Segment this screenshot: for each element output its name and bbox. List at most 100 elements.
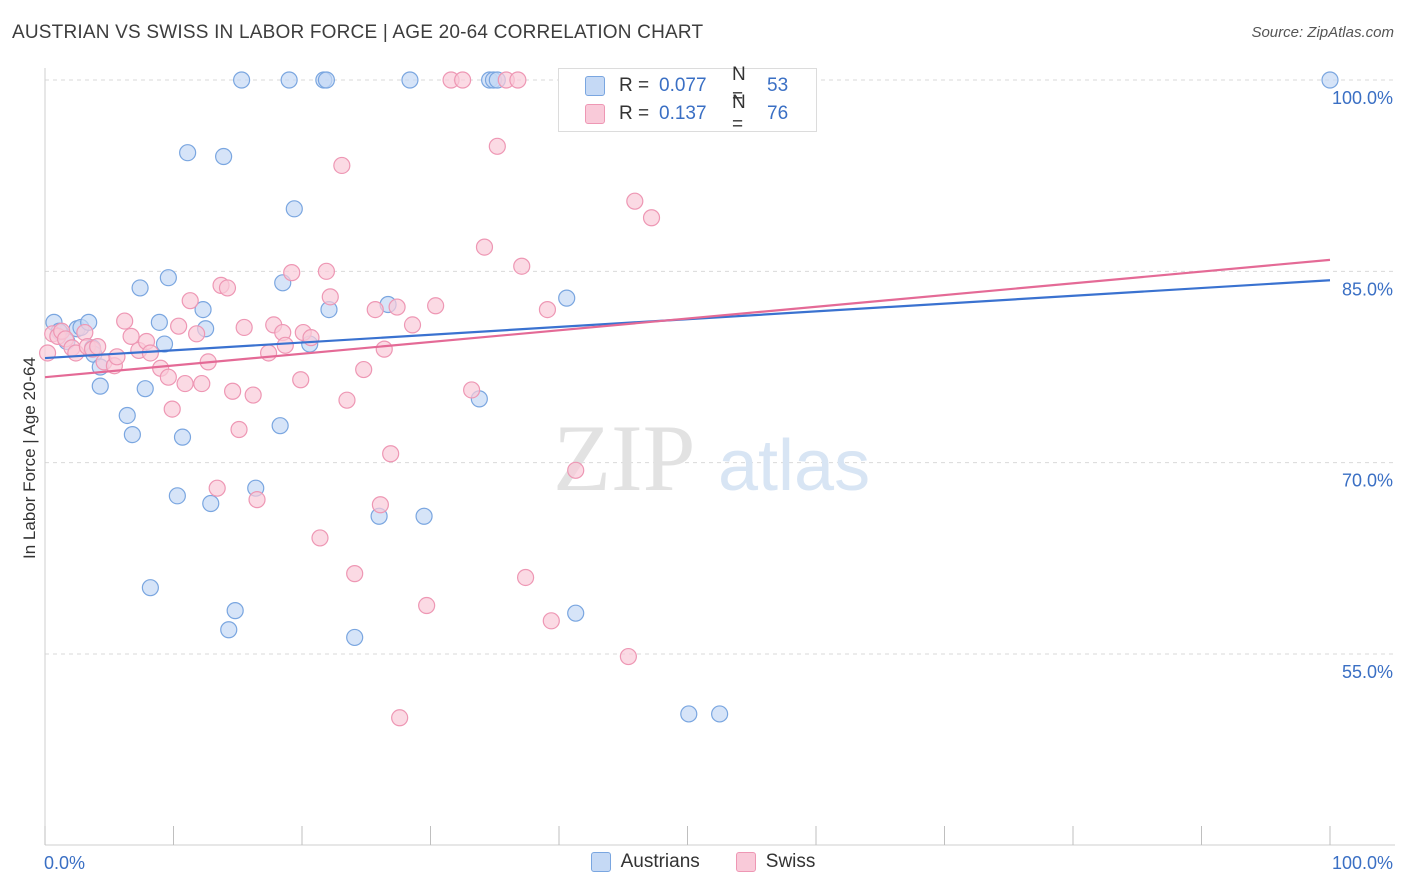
swiss-point (188, 325, 206, 343)
watermark-atlas: atlas (718, 426, 870, 506)
austrian-point (123, 426, 141, 444)
swiss-point (224, 382, 242, 400)
swiss-point (244, 386, 262, 404)
x-tick-label: 100.0% (1332, 853, 1393, 873)
swiss-point (619, 647, 637, 666)
austrian-point (680, 705, 698, 723)
austrian-point (173, 428, 192, 446)
swiss-point (208, 479, 226, 497)
swiss-point (292, 371, 310, 389)
swiss-point (418, 596, 436, 615)
swiss-point (193, 374, 211, 393)
swiss-point (371, 496, 389, 514)
austrian-point (202, 494, 220, 513)
austrian-point (280, 71, 298, 89)
austrian-point (136, 380, 154, 398)
swiss-point (283, 264, 301, 282)
swiss-swatch (585, 104, 605, 124)
source-label: Source: ZipAtlas.com (1251, 24, 1394, 41)
swiss-point (463, 381, 481, 399)
swiss-point (388, 298, 406, 316)
y-tick-label: 85.0% (1342, 279, 1393, 299)
swiss-point (626, 192, 644, 210)
swiss-point (159, 368, 177, 386)
swiss-point (230, 420, 248, 439)
swiss-point (176, 374, 194, 393)
austrian-point (155, 335, 174, 353)
legend-item-swiss[interactable]: Swiss (735, 851, 815, 873)
austrian-point (118, 406, 136, 425)
swiss-point (454, 71, 472, 89)
swiss-point (516, 568, 535, 587)
swiss-point (509, 71, 527, 89)
r-label: R = (619, 75, 650, 96)
austrian-point (401, 71, 419, 89)
r-value-swiss: 0.137 (659, 103, 707, 124)
y-tick-label: 70.0% (1342, 471, 1393, 491)
austrian-point (1321, 71, 1339, 89)
austrians-swatch (585, 76, 605, 96)
austrian-point (711, 705, 729, 723)
swiss-point (248, 491, 266, 509)
austrian-point (179, 144, 197, 162)
austrian-point (220, 621, 238, 639)
swiss-point (333, 156, 351, 175)
r-label: R = (619, 103, 650, 124)
swiss-point (375, 340, 393, 358)
swiss-point (403, 316, 422, 334)
swiss-point (170, 317, 188, 335)
swiss-point (218, 279, 237, 297)
austrian-point (131, 279, 149, 297)
austrian-point (415, 507, 433, 525)
austrian-point (91, 377, 109, 395)
n-label: N = (732, 64, 746, 107)
swiss-point (163, 400, 181, 418)
n-label: N = (732, 92, 746, 135)
legend-swatch-swiss (735, 852, 756, 872)
swiss-point (427, 297, 445, 315)
austrian-point (317, 71, 336, 89)
n-value-austrians: 53 (767, 75, 789, 96)
y-tick-label: 100.0% (1332, 88, 1393, 108)
austrian-point (346, 628, 364, 647)
austrian-point (215, 147, 233, 166)
x-tick-label: 0.0% (44, 853, 85, 873)
swiss-point (235, 318, 253, 337)
swiss-trend-line (44, 258, 1331, 379)
swiss-point (122, 327, 140, 345)
y-tick-label: 55.0% (1342, 662, 1393, 682)
swiss-point (542, 612, 560, 630)
watermark: ZIP atlas (553, 405, 870, 511)
swiss-point (475, 238, 494, 256)
austrian-point (141, 579, 159, 597)
austrian-point (233, 71, 251, 89)
swiss-point (391, 709, 409, 727)
swiss-point (366, 301, 384, 319)
legend: Austrians Swiss (0, 851, 1406, 873)
y-axis-label: In Labor Force | Age 20-64 (20, 357, 39, 559)
austrian-point (168, 487, 186, 505)
austrian-point (194, 301, 212, 319)
legend-item-austrians[interactable]: Austrians (590, 851, 700, 873)
watermark-zip: ZIP (553, 405, 696, 511)
swiss-point (76, 323, 94, 342)
austrian-point (150, 313, 168, 331)
legend-swatch-austrians (590, 852, 611, 872)
swiss-point (382, 445, 400, 463)
swiss-point (259, 344, 278, 362)
swiss-point (513, 257, 531, 275)
austrian-point (558, 289, 576, 307)
austrian-point (567, 604, 585, 622)
swiss-point (642, 209, 661, 227)
swiss-point (116, 312, 134, 330)
austrian-point (159, 269, 177, 287)
swiss-point (317, 262, 336, 280)
n-value-swiss: 76 (767, 103, 789, 124)
swiss-point (538, 301, 557, 319)
swiss-point (276, 336, 294, 354)
swiss-point (321, 288, 339, 306)
austrian-point (285, 200, 303, 218)
legend-label-austrians: Austrians (620, 851, 700, 872)
austrian-point (271, 417, 289, 435)
